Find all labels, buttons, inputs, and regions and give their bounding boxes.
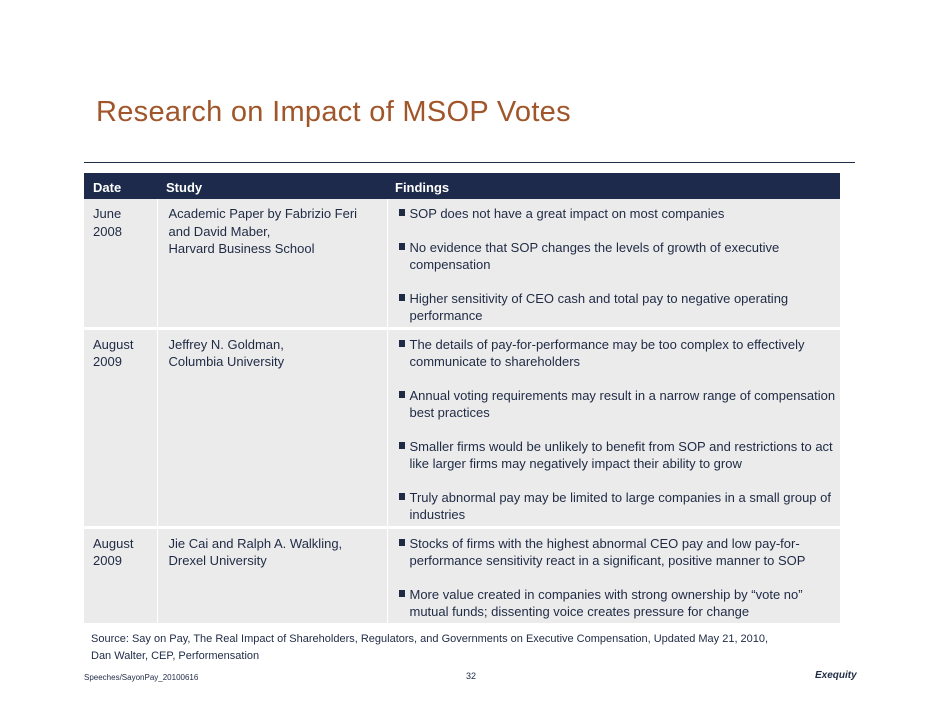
finding-item: Annual voting requirements may result in… <box>394 387 837 422</box>
finding-text: The details of pay-for-performance may b… <box>409 336 805 370</box>
square-bullet-icon <box>398 589 405 597</box>
study-cell: Jie Cai and Ralph A. Walkling, Drexel Un… <box>157 527 388 623</box>
finding-text: More value created in companies with str… <box>409 586 803 620</box>
finding-text: Stocks of firms with the highest abnorma… <box>409 535 806 569</box>
finding-item: Stocks of firms with the highest abnorma… <box>394 535 837 570</box>
finding-item: More value created in companies with str… <box>394 586 837 621</box>
square-bullet-icon <box>398 242 405 250</box>
study-line: Columbia University <box>168 354 285 369</box>
date-year: 2009 <box>93 354 122 369</box>
findings-cell: SOP does not have a great impact on most… <box>387 199 840 328</box>
header-findings: Findings <box>387 173 840 199</box>
table-row: June 2008 Academic Paper by Fabrizio Fer… <box>84 199 840 328</box>
header-study: Study <box>157 173 387 199</box>
study-cell: Academic Paper by Fabrizio Feri and Davi… <box>157 199 388 328</box>
study-line: and David Maber, <box>168 223 271 239</box>
date-year: 2009 <box>93 553 122 568</box>
research-table: Date Study Findings June 2008 Academic P… <box>84 173 840 623</box>
square-bullet-icon <box>398 390 405 398</box>
finding-text: Higher sensitivity of CEO cash and total… <box>409 290 789 324</box>
finding-item: No evidence that SOP changes the levels … <box>394 239 837 274</box>
findings-cell: The details of pay-for-performance may b… <box>387 328 840 527</box>
date-cell: August 2009 <box>84 527 158 623</box>
date-month: June <box>93 206 122 221</box>
date-year: 2008 <box>93 223 122 239</box>
square-bullet-icon <box>398 339 405 347</box>
source-line: Dan Walter, CEP, Performensation <box>91 650 260 662</box>
finding-text: Smaller firms would be unlikely to benef… <box>409 438 833 472</box>
finding-item: Smaller firms would be unlikely to benef… <box>394 438 837 473</box>
table-row: August 2009 Jeffrey N. Goldman, Columbia… <box>84 328 840 527</box>
study-cell: Jeffrey N. Goldman, Columbia University <box>157 328 388 527</box>
square-bullet-icon <box>398 209 405 216</box>
finding-item: The details of pay-for-performance may b… <box>394 336 837 371</box>
finding-text: SOP does not have a great impact on most… <box>409 206 725 221</box>
study-line: Jie Cai and Ralph A. Walkling, <box>168 535 343 551</box>
header-date: Date <box>84 173 157 199</box>
footer-filename: Speeches/SayonPay_20100616 <box>84 673 199 682</box>
study-line: Drexel University <box>168 553 267 568</box>
finding-text: Annual voting requirements may result in… <box>409 387 836 421</box>
date-month: August <box>93 336 134 352</box>
title-divider <box>84 162 855 163</box>
study-line: Jeffrey N. Goldman, <box>168 336 284 352</box>
finding-text: No evidence that SOP changes the levels … <box>409 239 780 273</box>
study-line: Academic Paper by Fabrizio Feri <box>168 206 358 221</box>
source-line: Source: Say on Pay, The Real Impact of S… <box>91 633 769 645</box>
finding-item: Higher sensitivity of CEO cash and total… <box>394 290 837 325</box>
date-cell: August 2009 <box>84 328 158 527</box>
square-bullet-icon <box>398 492 405 500</box>
findings-cell: Stocks of firms with the highest abnorma… <box>387 527 840 623</box>
page-number: 32 <box>466 671 477 681</box>
source-citation: Source: Say on Pay, The Real Impact of S… <box>91 631 891 665</box>
square-bullet-icon <box>398 441 405 449</box>
table-row: August 2009 Jie Cai and Ralph A. Walklin… <box>84 527 840 623</box>
brand-logo: Exequity <box>815 670 857 681</box>
slide-title: Research on Impact of MSOP Votes <box>96 96 571 128</box>
date-month: August <box>93 535 134 551</box>
study-line: Harvard Business School <box>168 241 315 256</box>
finding-text: Truly abnormal pay may be limited to lar… <box>409 489 832 523</box>
finding-item: SOP does not have a great impact on most… <box>394 205 837 223</box>
date-cell: June 2008 <box>84 199 158 328</box>
square-bullet-icon <box>398 293 405 301</box>
table-header-row: Date Study Findings <box>84 173 840 199</box>
finding-item: Truly abnormal pay may be limited to lar… <box>394 489 837 524</box>
square-bullet-icon <box>398 538 405 546</box>
